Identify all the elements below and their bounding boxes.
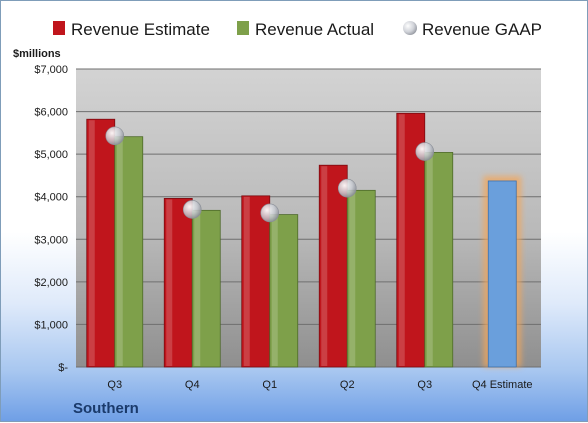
bar-highlight	[398, 114, 405, 366]
bar-revenue-actual	[424, 152, 454, 368]
bar-revenue-estimate	[241, 195, 271, 368]
y-tick-label: $5,000	[34, 149, 68, 161]
y-tick-label: $-	[58, 362, 68, 374]
legend-swatch-gaap	[403, 21, 417, 35]
legend-swatch-estimate	[53, 21, 65, 35]
bar-revenue-estimate	[163, 198, 193, 368]
x-tick-label: Q3	[417, 379, 432, 391]
x-axis-ticks: Q3 Q4 Q1 Q2 Q3 Q4 Estimate	[107, 379, 532, 391]
bar-highlight	[349, 191, 356, 366]
legend: Revenue Estimate Revenue Actual Revenue …	[53, 20, 542, 39]
company-name: Southern	[73, 400, 139, 417]
point-revenue-gaap	[337, 178, 357, 198]
y-tick-label: $1,000	[34, 319, 68, 331]
y-tick-label: $4,000	[34, 192, 68, 204]
bar-revenue-estimate	[86, 118, 116, 368]
y-tick-label: $2,000	[34, 277, 68, 289]
point-revenue-gaap	[182, 200, 202, 219]
bar-revenue-actual	[346, 189, 376, 368]
x-tick-label: Q4 Estimate	[472, 379, 533, 391]
bar-highlight	[243, 196, 250, 366]
legend-label-actual: Revenue Actual	[255, 20, 374, 39]
x-tick-label: Q3	[107, 379, 122, 391]
legend-label-estimate: Revenue Estimate	[71, 20, 210, 39]
y-tick-label: $3,000	[34, 234, 68, 246]
point-revenue-gaap	[260, 203, 280, 223]
bar-highlight	[88, 120, 95, 366]
bar-revenue-actual	[269, 214, 299, 368]
y-axis-ticks: $- $1,000 $2,000 $3,000 $4,000 $5,000 $6,000 $7…	[34, 64, 68, 374]
point-revenue-gaap	[105, 126, 125, 146]
bar-revenue-estimate	[318, 164, 348, 368]
bar-highlight	[166, 199, 173, 366]
bar-revenue-actual	[191, 209, 221, 368]
x-tick-label: Q1	[262, 379, 277, 391]
x-tick-label: Q2	[340, 379, 355, 391]
legend-label-gaap: Revenue GAAP	[422, 20, 542, 39]
y-tick-label: $7,000	[34, 64, 68, 76]
bar-highlight	[194, 211, 201, 366]
bar-highlight	[426, 153, 433, 366]
bars	[86, 112, 522, 368]
y-axis-unit-label: $millions	[13, 48, 61, 60]
gridlines	[76, 68, 541, 368]
plot-area	[76, 69, 541, 367]
point-revenue-gaap	[415, 142, 435, 161]
bar-highlight	[321, 166, 328, 366]
legend-swatch-actual	[237, 21, 249, 35]
bar-highlight	[271, 215, 278, 366]
x-tick-label: Q4	[185, 379, 200, 391]
bar-highlight	[116, 137, 123, 366]
y-tick-label: $6,000	[34, 107, 68, 119]
bar-q4-estimate	[487, 180, 517, 368]
bar-revenue-actual	[114, 136, 144, 368]
